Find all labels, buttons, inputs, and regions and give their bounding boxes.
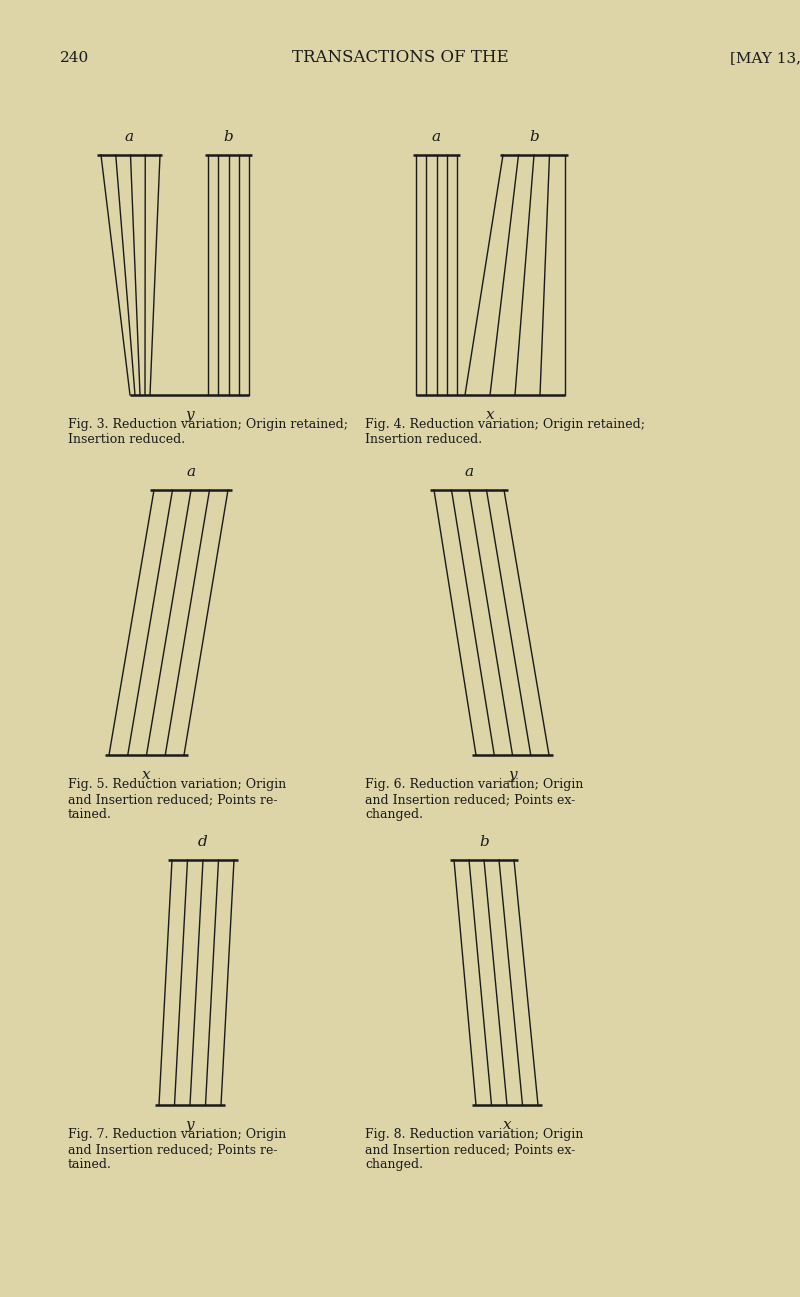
Text: b: b bbox=[224, 130, 234, 144]
Text: a: a bbox=[186, 466, 195, 479]
Text: a: a bbox=[125, 130, 134, 144]
Text: [MAY 13,: [MAY 13, bbox=[730, 51, 800, 65]
Text: Fig. 7. Reduction variation; Origin: Fig. 7. Reduction variation; Origin bbox=[68, 1128, 286, 1141]
Text: tained.: tained. bbox=[68, 808, 112, 821]
Text: a: a bbox=[465, 466, 474, 479]
Text: tained.: tained. bbox=[68, 1158, 112, 1171]
Text: and Insertion reduced; Points re-: and Insertion reduced; Points re- bbox=[68, 792, 278, 805]
Text: Insertion reduced.: Insertion reduced. bbox=[365, 433, 482, 446]
Text: changed.: changed. bbox=[365, 808, 423, 821]
Text: and Insertion reduced; Points ex-: and Insertion reduced; Points ex- bbox=[365, 792, 575, 805]
Text: changed.: changed. bbox=[365, 1158, 423, 1171]
Text: and Insertion reduced; Points re-: and Insertion reduced; Points re- bbox=[68, 1143, 278, 1156]
Text: x: x bbox=[486, 409, 495, 422]
Text: Insertion reduced.: Insertion reduced. bbox=[68, 433, 185, 446]
Text: Fig. 3. Reduction variation; Origin retained;: Fig. 3. Reduction variation; Origin reta… bbox=[68, 418, 348, 431]
Text: Fig. 5. Reduction variation; Origin: Fig. 5. Reduction variation; Origin bbox=[68, 778, 286, 791]
Text: b: b bbox=[529, 130, 539, 144]
Text: y: y bbox=[186, 1118, 194, 1132]
Text: b: b bbox=[479, 835, 489, 850]
Text: d: d bbox=[198, 835, 208, 850]
Text: 240: 240 bbox=[60, 51, 90, 65]
Text: a: a bbox=[432, 130, 441, 144]
Text: y: y bbox=[185, 409, 194, 422]
Text: x: x bbox=[142, 768, 151, 782]
Text: y: y bbox=[508, 768, 517, 782]
Text: Fig. 4. Reduction variation; Origin retained;: Fig. 4. Reduction variation; Origin reta… bbox=[365, 418, 645, 431]
Text: x: x bbox=[502, 1118, 511, 1132]
Text: and Insertion reduced; Points ex-: and Insertion reduced; Points ex- bbox=[365, 1143, 575, 1156]
Text: Fig. 8. Reduction variation; Origin: Fig. 8. Reduction variation; Origin bbox=[365, 1128, 583, 1141]
Text: TRANSACTIONS OF THE: TRANSACTIONS OF THE bbox=[292, 49, 508, 66]
Text: Fig. 6. Reduction variation; Origin: Fig. 6. Reduction variation; Origin bbox=[365, 778, 583, 791]
